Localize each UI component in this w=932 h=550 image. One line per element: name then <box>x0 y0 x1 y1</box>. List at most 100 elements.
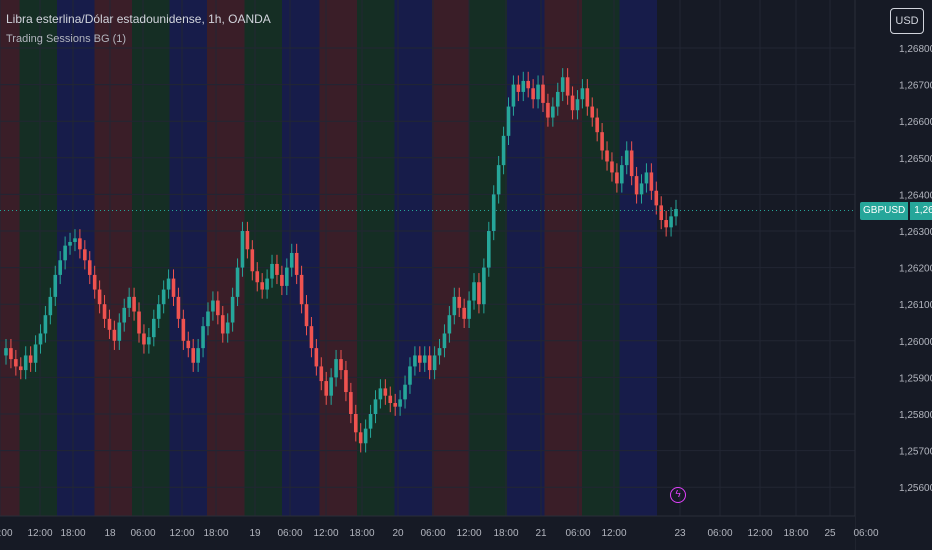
candle-body <box>378 388 383 400</box>
candle-body <box>472 282 476 301</box>
candle-body <box>53 274 58 297</box>
candle-body <box>78 238 82 250</box>
candle-body <box>63 245 67 261</box>
candle-body <box>634 176 639 195</box>
candle-body <box>339 359 343 371</box>
candle-body <box>368 414 373 429</box>
candle-body <box>156 304 161 319</box>
candle-body <box>270 263 274 279</box>
currency-button[interactable]: USD <box>890 8 924 34</box>
candle-body <box>610 161 614 173</box>
session-band-blue <box>619 0 657 516</box>
candle-body <box>457 296 462 308</box>
candle-body <box>595 117 599 133</box>
candle-body <box>255 271 260 283</box>
candle-body <box>28 355 33 363</box>
price-axis-bg <box>855 0 932 550</box>
session-band-green <box>582 0 620 516</box>
candle-body <box>304 304 309 327</box>
candle-body <box>117 322 122 341</box>
candle-body <box>250 249 255 272</box>
candle-body <box>260 282 264 290</box>
candle-body <box>590 106 595 118</box>
price-tick-label: 1,26800 <box>899 44 932 55</box>
candle-body <box>309 326 314 349</box>
price-tick-label: 1,25900 <box>899 373 932 384</box>
session-band-green <box>19 0 57 516</box>
session-band-blue <box>394 0 432 516</box>
candle-body <box>33 344 38 363</box>
time-axis: 06:00 12:00 18:00 18 06:00 12:00 18:00 19 06:00 1… <box>0 515 879 550</box>
candle-body <box>620 165 624 184</box>
candle-body <box>506 106 511 136</box>
candle-body <box>107 318 112 330</box>
candle-body <box>501 135 506 166</box>
candle-body <box>206 311 210 327</box>
candle-body <box>9 348 13 360</box>
candle-body <box>555 91 560 107</box>
time-tick-label: 06:00 <box>853 528 878 539</box>
candle-body <box>240 231 245 268</box>
candle-body <box>191 348 196 363</box>
grid-lines <box>0 0 867 516</box>
price-axis: 1,268001,267001,266001,265001,264001,263… <box>854 0 932 550</box>
time-tick-label: 12:00 <box>456 528 481 539</box>
time-tick-label: 20 <box>392 528 404 539</box>
candle-body <box>230 296 235 323</box>
time-tick-label: 06:00 <box>565 528 590 539</box>
session-band-red <box>0 0 20 516</box>
candle-body <box>4 348 8 356</box>
time-tick-label: 18:00 <box>783 528 808 539</box>
candle-body <box>654 190 659 206</box>
session-band-blue <box>507 0 545 516</box>
price-tick-label: 1,26400 <box>899 190 932 201</box>
candle-body <box>235 267 240 297</box>
time-tick-label: 06:00 <box>420 528 445 539</box>
time-tick-label: 12:00 <box>169 528 194 539</box>
price-tick-label: 1,25600 <box>899 483 932 494</box>
candle-body <box>265 278 269 290</box>
candle-body <box>171 278 176 297</box>
session-band-green <box>132 0 170 516</box>
candle-body <box>600 132 604 151</box>
candle-body <box>245 231 250 250</box>
candle-body <box>112 329 117 341</box>
candle-body <box>23 355 28 371</box>
candle-body <box>87 260 92 275</box>
session-band-blue <box>169 0 207 516</box>
candle-body <box>373 399 378 414</box>
time-tick-label: 12:00 <box>601 528 626 539</box>
time-tick-label: 21 <box>535 528 547 539</box>
candle-body <box>659 205 664 221</box>
candle-body <box>344 370 348 393</box>
flash-icon[interactable]: ϟ <box>670 487 686 503</box>
candle-body <box>462 307 466 319</box>
session-band-green <box>244 0 282 516</box>
candle-body <box>132 296 136 312</box>
last-price-badge: GBPUSD 1,26356 <box>860 202 932 220</box>
session-band-red <box>207 0 245 516</box>
candle-body <box>649 172 654 191</box>
candle-body <box>511 84 516 107</box>
candle-body <box>467 300 471 319</box>
candle-body <box>314 348 319 367</box>
time-tick-label: 06:00 <box>277 528 302 539</box>
indicator-label[interactable]: Trading Sessions BG (1) <box>6 33 127 45</box>
candle-body <box>560 77 565 92</box>
candle-body <box>644 172 649 184</box>
candle-body <box>575 99 580 111</box>
candle-body <box>383 388 388 396</box>
candle-body <box>413 355 417 367</box>
candle-body <box>38 333 43 345</box>
session-band-red <box>319 0 357 516</box>
candle-body <box>482 267 486 305</box>
candle-body <box>536 84 540 100</box>
candle-body <box>329 377 333 396</box>
session-band-blue <box>282 0 320 516</box>
candle-body <box>437 348 442 356</box>
candle-body <box>166 278 171 290</box>
candle-body <box>285 267 289 286</box>
session-band-red <box>432 0 470 516</box>
price-tick-label: 1,26600 <box>899 117 932 128</box>
